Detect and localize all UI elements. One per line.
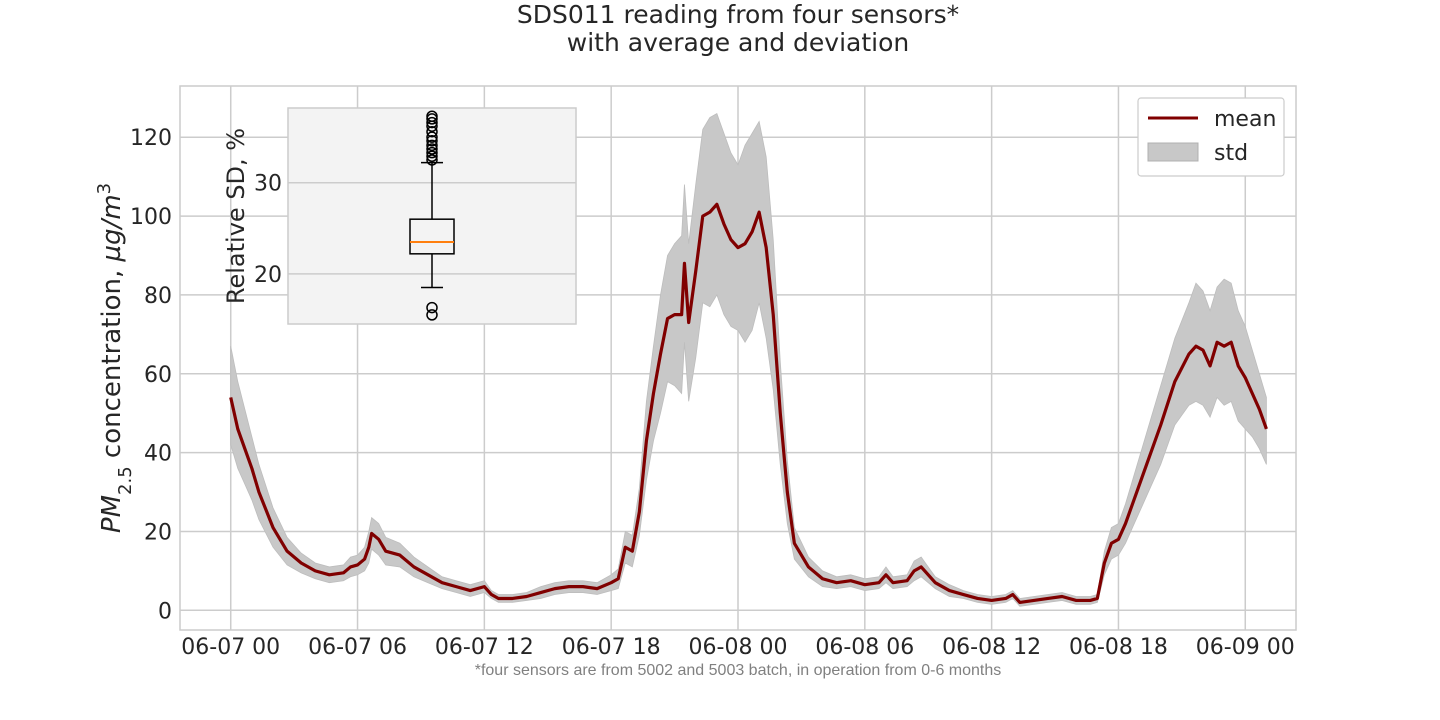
outlier-point <box>426 125 438 138</box>
x-tick-label: 06-08 12 <box>942 635 1041 660</box>
y-axis-label-pm: PM <box>97 495 127 533</box>
std-band <box>230 113 1267 607</box>
x-tick-label: 06-07 06 <box>308 635 407 660</box>
y-axis-label-unit: µg/m <box>97 194 127 262</box>
mean-line-layer <box>229 202 1268 605</box>
x-tick-label: 06-07 12 <box>435 635 534 660</box>
outlier-point <box>426 110 438 122</box>
legend-swatch-std <box>1147 142 1199 162</box>
y-tick-label: 0 <box>158 599 172 624</box>
inset-box-layer <box>409 110 455 321</box>
outlier-point <box>426 131 438 143</box>
y-axis-label-text: concentration, <box>97 261 127 466</box>
x-tick-label: 06-07 18 <box>562 635 661 660</box>
x-tick-label: 06-09 00 <box>1196 635 1295 660</box>
chart-title-line-2: with average and deviation <box>566 28 910 57</box>
std-band-layer <box>230 113 1267 607</box>
outlier-point <box>426 301 438 314</box>
y-axis-ticks: 0 20 40 60 80 100 120 <box>130 126 172 624</box>
outlier-point <box>426 139 438 152</box>
outlier-point <box>426 150 438 163</box>
y-axis-label-superscript: 3 <box>94 183 115 194</box>
footnote: *four sensors are from 5002 and 5003 bat… <box>474 662 1002 679</box>
outlier-point <box>426 143 438 155</box>
y-tick-label: 60 <box>144 363 172 388</box>
inset-y-tick-label: 30 <box>254 172 282 197</box>
outlier-point <box>426 135 438 147</box>
inset-y-tick-label: 20 <box>254 263 282 288</box>
outlier-point <box>426 154 438 166</box>
chart-title-line-1: SDS011 reading from four sensors* <box>516 0 960 29</box>
legend-label-mean: mean <box>1214 107 1276 132</box>
x-axis-ticks: 06-07 00 06-07 06 06-07 12 06-07 18 06-08 00… <box>181 635 1294 660</box>
x-tick-label: 06-08 18 <box>1069 635 1168 660</box>
y-tick-label: 80 <box>144 284 172 309</box>
y-tick-label: 120 <box>130 126 172 151</box>
y-tick-label: 40 <box>144 442 172 467</box>
mean-line <box>229 202 1268 605</box>
x-tick-label: 06-08 00 <box>689 635 788 660</box>
outlier-point <box>426 309 438 321</box>
x-tick-label: 06-08 06 <box>815 635 914 660</box>
legend-label-std: std <box>1214 141 1248 166</box>
y-tick-label: 20 <box>144 520 172 545</box>
x-tick-label: 06-07 00 <box>181 635 280 660</box>
legend: mean std <box>1137 97 1285 177</box>
y-axis-label: PM2.5 concentration, µg/m3 <box>94 183 136 533</box>
chart-title: SDS011 reading from four sensors* with a… <box>0 0 1440 57</box>
y-tick-label: 100 <box>130 205 172 230</box>
iqr-box <box>409 218 455 255</box>
outlier-point <box>426 116 438 129</box>
inset-y-axis-label: Relative SD, % <box>222 128 250 304</box>
outlier-point <box>426 146 438 159</box>
y-axis-label-subscript: 2.5 <box>115 466 136 495</box>
